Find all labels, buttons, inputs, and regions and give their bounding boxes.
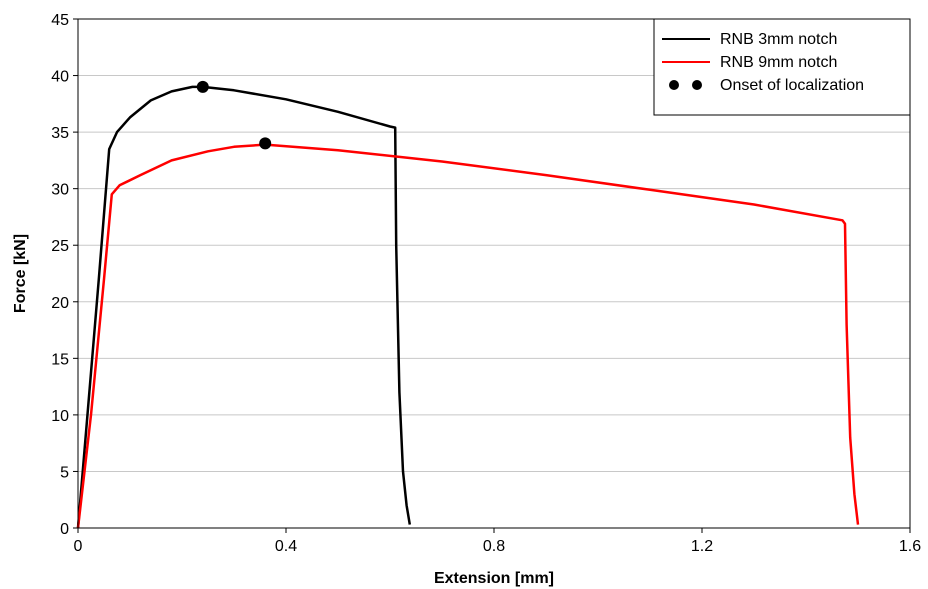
series-line-rnb-3mm [76,85,412,529]
legend-entry-rnb-3mm: RNB 3mm notch [720,31,837,48]
legend-marker-dot [669,80,679,90]
legend: RNB 3mm notch RNB 9mm notch Onset of loc… [653,18,911,116]
legend-box [653,18,911,116]
localization-point [259,137,272,150]
localization-markers [196,80,272,150]
x-tick-label: 0.8 [483,538,505,555]
x-tick-label: 0.4 [275,538,297,555]
x-tick-label: 0 [74,538,83,555]
y-tick-label: 30 [51,182,69,199]
y-tick-label: 5 [60,464,69,481]
x-tick-label: 1.6 [899,538,921,555]
series-lines [76,85,860,529]
localization-point [196,80,209,93]
x-axis-label: Extension [mm] [434,570,554,587]
y-tick-label: 40 [51,69,69,86]
legend-entry-onset-of-localization: Onset of localization [720,77,864,94]
series-line-rnb-9mm [76,143,860,529]
y-tick-label: 10 [51,408,69,425]
y-axis-label: Force [kN] [12,234,29,313]
y-tick-label: 20 [51,295,69,312]
y-tick-label: 45 [51,12,69,29]
legend-marker-dot [692,80,702,90]
legend-entry-rnb-9mm: RNB 9mm notch [720,54,837,71]
y-axis-ticks: 0 5 10 15 20 25 30 35 40 45 [51,12,78,538]
gridlines [78,75,910,472]
y-tick-label: 35 [51,125,69,142]
y-tick-label: 25 [51,238,69,255]
x-axis-ticks: 0 0.4 0.8 1.2 1.6 [74,528,921,555]
x-tick-label: 1.2 [691,538,713,555]
y-tick-label: 0 [60,521,69,538]
y-tick-label: 15 [51,351,69,368]
